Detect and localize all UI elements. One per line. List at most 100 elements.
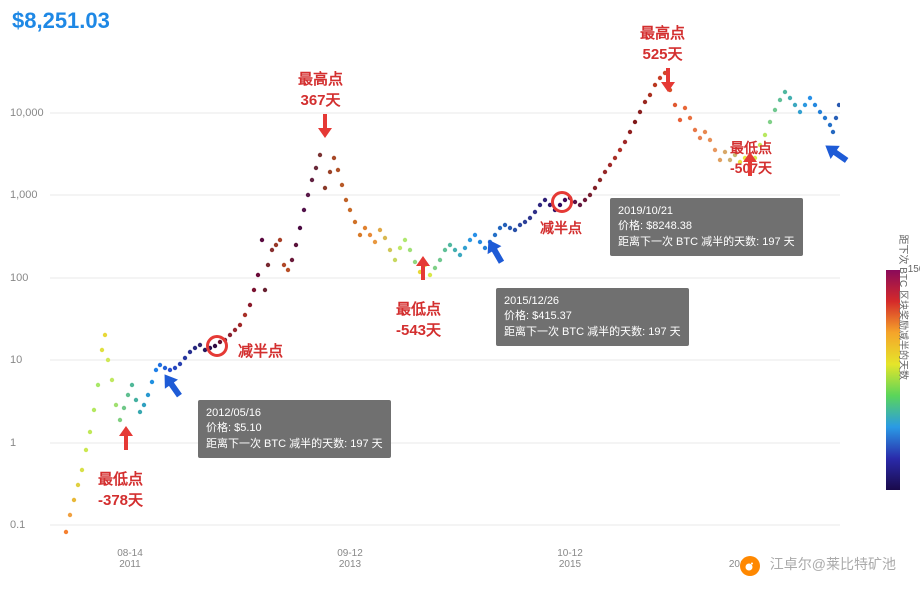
tooltip-t1: 2012/05/16价格: $5.10距离下一次 BTC 减半的天数: 197 … <box>198 400 391 458</box>
price-dot <box>603 170 607 174</box>
price-dot <box>623 140 627 144</box>
price-dot <box>678 118 682 122</box>
x-axis-tick: 08-142011 <box>105 548 155 570</box>
price-dot <box>813 103 817 107</box>
price-dot <box>298 226 302 230</box>
price-dot <box>96 383 100 387</box>
price-dot <box>513 228 517 232</box>
chart-plot <box>50 50 840 540</box>
price-dot <box>256 273 260 277</box>
price-dot <box>453 248 457 252</box>
price-dot <box>118 418 122 422</box>
price-dot <box>282 263 286 267</box>
price-dot <box>238 323 242 327</box>
price-dot <box>310 178 314 182</box>
price-dot <box>618 148 622 152</box>
x-axis-tick: 09-122013 <box>325 548 375 570</box>
price-dot <box>763 133 767 137</box>
price-header: $8,251.03 <box>12 8 110 34</box>
price-dot <box>788 96 792 100</box>
price-dot <box>703 130 707 134</box>
y-axis-tick: 100 <box>10 272 28 284</box>
price-dot <box>260 238 264 242</box>
price-dot <box>693 128 697 132</box>
price-dot <box>278 238 282 242</box>
price-dot <box>80 468 84 472</box>
price-dot <box>294 243 298 247</box>
price-dot <box>673 103 677 107</box>
price-dot <box>106 358 110 362</box>
price-dot <box>328 170 332 174</box>
price-dot <box>68 513 72 517</box>
price-dot <box>648 93 652 97</box>
price-dot <box>533 210 537 214</box>
price-dot <box>274 243 278 247</box>
price-dot <box>433 266 437 270</box>
price-dot <box>158 363 162 367</box>
price-dot <box>443 248 447 252</box>
price-dot <box>103 333 107 337</box>
weibo-logo-icon <box>740 556 760 576</box>
price-dot <box>270 248 274 252</box>
price-dot <box>290 258 294 262</box>
price-chart: 0.11101001,00010,000 08-14201109-1220131… <box>50 50 840 540</box>
tooltip-t2: 2015/12/26价格: $415.37距离下一次 BTC 减半的天数: 19… <box>496 288 689 346</box>
price-dot <box>318 153 322 157</box>
price-dot <box>798 110 802 114</box>
price-dot <box>306 193 310 197</box>
price-dot <box>323 186 327 190</box>
price-dot <box>834 116 838 120</box>
price-dot <box>653 83 657 87</box>
price-dot <box>803 103 807 107</box>
price-dot <box>302 208 306 212</box>
price-dot <box>398 246 402 250</box>
arrow-down-icon <box>316 112 334 145</box>
price-dot <box>543 198 547 202</box>
y-axis-tick: 1,000 <box>10 189 38 201</box>
price-dot <box>84 448 88 452</box>
watermark-text: 江卓尔@莱比特矿池 <box>770 554 896 574</box>
price-dot <box>248 303 252 307</box>
blue-arrow-icon <box>483 236 507 271</box>
price-dot <box>583 198 587 202</box>
price-dot <box>518 223 522 227</box>
y-axis-tick: 0.1 <box>10 519 25 531</box>
price-dot <box>358 233 362 237</box>
price-dot <box>468 238 472 242</box>
price-dot <box>578 203 582 207</box>
price-dot <box>76 483 80 487</box>
price-dot <box>643 100 647 104</box>
price-dot <box>233 328 237 332</box>
color-legend: 1500 0 距下次 BTC 区块奖励减半的天数 <box>886 270 900 490</box>
price-dot <box>388 248 392 252</box>
price-dot <box>837 103 840 107</box>
price-dot <box>538 203 542 207</box>
x-axis-tick: 10-122015 <box>545 548 595 570</box>
tooltip-t3: 2019/10/21价格: $8248.38距离下一次 BTC 减半的天数: 1… <box>610 198 803 256</box>
price-dot <box>100 348 104 352</box>
price-dot <box>122 406 126 410</box>
blue-arrow-icon <box>824 138 848 173</box>
price-dot <box>448 243 452 247</box>
y-axis-tick: 1 <box>10 437 16 449</box>
price-dot <box>340 183 344 187</box>
price-dot <box>463 246 467 250</box>
price-dot <box>723 150 727 154</box>
price-dot <box>498 226 502 230</box>
price-dot <box>793 103 797 107</box>
price-dot <box>828 123 832 127</box>
price-dot <box>228 333 232 337</box>
price-dot <box>733 153 737 157</box>
arrow-down-icon <box>659 66 677 99</box>
price-dot <box>188 350 192 354</box>
price-dot <box>114 403 118 407</box>
price-dot <box>332 156 336 160</box>
price-dot <box>508 226 512 230</box>
price-dot <box>92 408 96 412</box>
price-dot <box>198 343 202 347</box>
blue-arrow-icon <box>160 370 184 405</box>
price-dot <box>378 228 382 232</box>
price-dot <box>593 186 597 190</box>
price-dot <box>728 158 732 162</box>
halving-circle-icon <box>551 191 573 213</box>
